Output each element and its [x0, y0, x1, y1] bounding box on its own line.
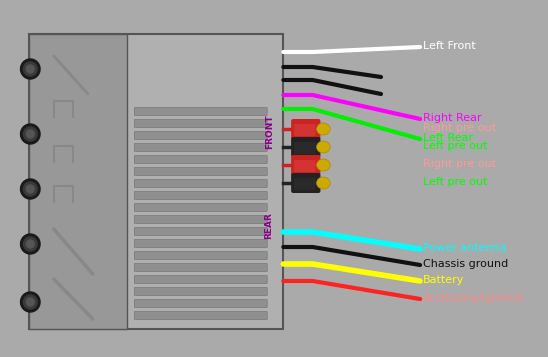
Text: Accessory/Ignition: Accessory/Ignition — [423, 293, 525, 303]
FancyBboxPatch shape — [134, 287, 267, 296]
FancyBboxPatch shape — [134, 276, 267, 283]
Circle shape — [24, 295, 37, 309]
FancyBboxPatch shape — [294, 124, 316, 136]
FancyBboxPatch shape — [134, 240, 267, 247]
Circle shape — [20, 179, 40, 199]
Circle shape — [26, 185, 34, 193]
Text: Power antenna: Power antenna — [423, 243, 507, 253]
FancyBboxPatch shape — [294, 160, 316, 172]
FancyBboxPatch shape — [134, 227, 267, 236]
Bar — [29, 34, 127, 329]
Text: FRONT: FRONT — [265, 114, 274, 149]
FancyBboxPatch shape — [134, 216, 267, 223]
Circle shape — [26, 298, 34, 306]
FancyBboxPatch shape — [294, 142, 316, 154]
Text: REAR: REAR — [264, 212, 273, 239]
FancyBboxPatch shape — [134, 144, 267, 151]
Circle shape — [20, 292, 40, 312]
Circle shape — [24, 127, 37, 141]
FancyBboxPatch shape — [134, 251, 267, 260]
Circle shape — [24, 182, 37, 196]
Ellipse shape — [317, 123, 330, 135]
Circle shape — [26, 130, 34, 138]
Text: Left Rear: Left Rear — [423, 133, 473, 143]
Text: Left pre out: Left pre out — [423, 177, 488, 187]
Text: Right pre out: Right pre out — [423, 123, 496, 133]
FancyBboxPatch shape — [134, 203, 267, 211]
FancyBboxPatch shape — [291, 155, 321, 175]
FancyBboxPatch shape — [134, 312, 267, 320]
FancyBboxPatch shape — [134, 131, 267, 140]
Circle shape — [24, 62, 37, 76]
Circle shape — [24, 237, 37, 251]
FancyBboxPatch shape — [291, 137, 321, 157]
FancyBboxPatch shape — [134, 300, 267, 307]
Circle shape — [20, 59, 40, 79]
Text: Chassis ground: Chassis ground — [423, 259, 509, 269]
Circle shape — [20, 234, 40, 254]
FancyBboxPatch shape — [294, 178, 316, 190]
FancyBboxPatch shape — [134, 180, 267, 187]
Text: Left Front: Left Front — [423, 41, 476, 51]
Bar — [29, 34, 283, 329]
Ellipse shape — [317, 141, 330, 153]
Circle shape — [20, 124, 40, 144]
FancyBboxPatch shape — [134, 191, 267, 200]
Text: Right Rear: Right Rear — [423, 113, 482, 123]
Ellipse shape — [317, 159, 330, 171]
FancyBboxPatch shape — [134, 107, 267, 116]
Circle shape — [26, 240, 34, 248]
Circle shape — [26, 65, 34, 73]
FancyBboxPatch shape — [291, 173, 321, 193]
Text: Battery: Battery — [423, 275, 464, 285]
FancyBboxPatch shape — [134, 120, 267, 127]
Text: Right pre out: Right pre out — [423, 159, 496, 169]
Text: Left pre out: Left pre out — [423, 141, 488, 151]
FancyBboxPatch shape — [134, 263, 267, 272]
FancyBboxPatch shape — [291, 119, 321, 139]
FancyBboxPatch shape — [134, 167, 267, 176]
FancyBboxPatch shape — [134, 156, 267, 164]
Ellipse shape — [317, 177, 330, 189]
